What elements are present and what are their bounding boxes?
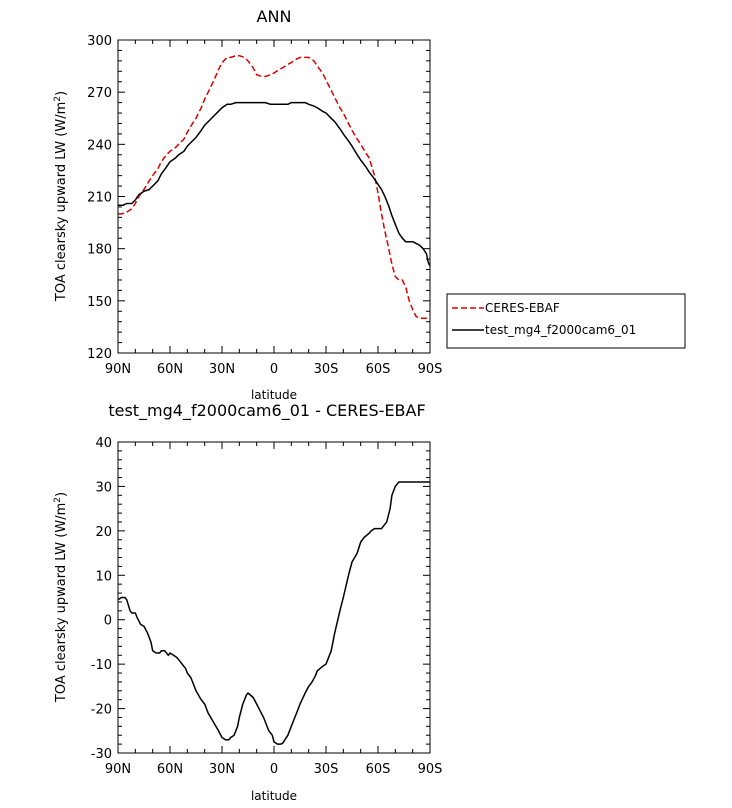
y-tick-label: 240 [87,138,112,153]
tick-marks [117,441,431,754]
x-tick-label: 90N [105,362,131,377]
x-axis-label: latitude [251,789,297,803]
series-lines [117,481,430,745]
x-tick-label: 0 [270,762,278,777]
chart-title: ANN [257,7,292,26]
y-axis-label: TOA clearsky upward LW (W/m2) [53,91,69,302]
plot-frame [117,441,431,754]
x-tick-labels: 90N 60N 30N 0 30S 60S 90S [105,762,443,777]
y-tick-label: 270 [87,86,112,101]
x-tick-label: 90S [418,762,443,777]
y-tick-labels: -30 -20 -10 0 10 20 30 40 [91,436,112,762]
y-tick-labels: 120 150 180 210 240 270 300 [87,34,112,362]
y-tick-label: 150 [87,295,112,310]
panel-annual-mean: ANN 120 150 180 210 240 270 300 90N 60N 30N 0 30S 6… [53,7,686,402]
y-tick-label: 180 [87,243,112,258]
legend-label-ceres: CERES-EBAF [485,301,560,315]
y-tick-label: 30 [95,480,112,495]
x-tick-label: 60S [366,762,391,777]
legend-box [446,293,686,349]
x-tick-label: 30S [314,362,339,377]
panel-difference: test_mg4_f2000cam6_01 - CERES-EBAF -30 -2… [53,401,442,803]
legend-label-model: test_mg4_f2000cam6_01 [485,323,636,337]
x-tick-label: 0 [270,362,278,377]
y-tick-label: -10 [91,658,112,673]
y-tick-label: 210 [87,191,112,206]
x-tick-label: 30N [209,762,235,777]
plot-frame [117,39,431,354]
y-tick-label: -20 [91,703,112,718]
x-tick-label: 90N [105,762,131,777]
legend: CERES-EBAF test_mg4_f2000cam6_01 [446,293,686,349]
x-tick-label: 60N [157,762,183,777]
y-tick-label: 120 [87,347,112,362]
chart-title: test_mg4_f2000cam6_01 - CERES-EBAF [108,401,425,421]
y-tick-label: 20 [95,525,112,540]
series-line-test-mg4-f2000cam6-01 [118,101,431,267]
y-tick-label: 0 [104,614,112,629]
x-axis-label: latitude [251,388,297,402]
tick-marks [117,39,431,354]
x-tick-label: 60N [157,362,183,377]
y-axis-label: TOA clearsky upward LW (W/m2) [53,492,69,703]
series-lines [118,54,431,319]
series-line-ceres-ebaf [118,54,430,319]
x-tick-labels: 90N 60N 30N 0 30S 60S 90S [105,362,443,377]
y-tick-label: 10 [95,569,112,584]
x-tick-label: 30N [209,362,235,377]
y-tick-label: -30 [91,747,112,762]
y-tick-label: 300 [87,34,112,49]
y-tick-label: 40 [95,436,112,451]
x-tick-label: 30S [314,762,339,777]
series-line-difference [117,481,430,745]
x-tick-label: 60S [366,362,391,377]
x-tick-label: 90S [418,362,443,377]
